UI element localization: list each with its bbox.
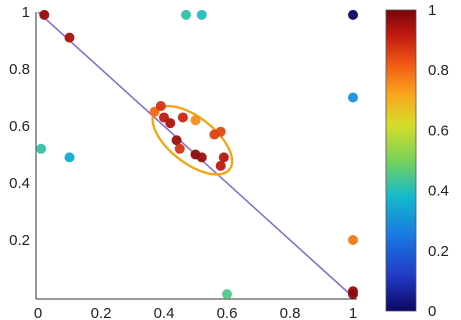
colorbar-tick-label: 0.8	[428, 62, 449, 79]
colorbar-tick-label: 0.4	[428, 183, 449, 200]
colorbar-gradient	[385, 9, 417, 312]
scatter-point	[348, 235, 358, 245]
x-tick-label: 0	[34, 305, 42, 320]
y-tick-label: 1	[22, 4, 30, 21]
scatter-point	[348, 92, 358, 103]
x-tick-label: 0.6	[217, 305, 238, 320]
scatter-point	[215, 160, 226, 171]
colorbar: 0 0.2 0.4 0.6 0.8 1	[385, 2, 449, 320]
x-tick-label: 1	[349, 305, 357, 320]
scatter-point	[64, 152, 75, 163]
scatter-point	[64, 32, 75, 43]
scatter-point	[215, 126, 226, 137]
scatter-point	[174, 143, 185, 154]
scatter-point	[39, 9, 50, 20]
scatter-point	[171, 135, 182, 146]
colorbar-tick-label: 0.6	[428, 122, 449, 139]
markers	[36, 9, 358, 300]
scatter-point	[165, 118, 176, 129]
x-tick-label: 0.8	[280, 305, 301, 320]
colorbar-tick-label: 0	[428, 303, 436, 320]
y-tick-labels: 0.2 0.4 0.6 0.8 1	[9, 4, 30, 249]
y-tick-label: 0.2	[9, 232, 30, 249]
x-tick-label: 0.4	[154, 305, 175, 320]
scatter-point	[218, 152, 229, 163]
scatter-point	[196, 152, 207, 163]
scatter-point	[222, 289, 232, 300]
scatter-point	[196, 9, 207, 20]
colorbar-tick-label: 1	[428, 2, 436, 19]
x-tick-label: 0.2	[91, 305, 112, 320]
colorbar-tick-label: 0.2	[428, 243, 449, 260]
scatter-point	[348, 289, 358, 300]
scatter-point	[36, 143, 47, 154]
scatter-point	[190, 115, 201, 126]
y-tick-label: 0.4	[9, 175, 30, 192]
x-tick-labels: 0 0.2 0.4 0.6 0.8 1	[34, 305, 357, 320]
scatter-point	[348, 9, 358, 20]
scatter-point	[177, 112, 188, 123]
axes	[35, 12, 357, 300]
y-tick-label: 0.8	[9, 61, 30, 78]
y-tick-label: 0.6	[9, 118, 30, 135]
scatter-point	[181, 9, 192, 20]
scatter-point	[155, 101, 166, 112]
